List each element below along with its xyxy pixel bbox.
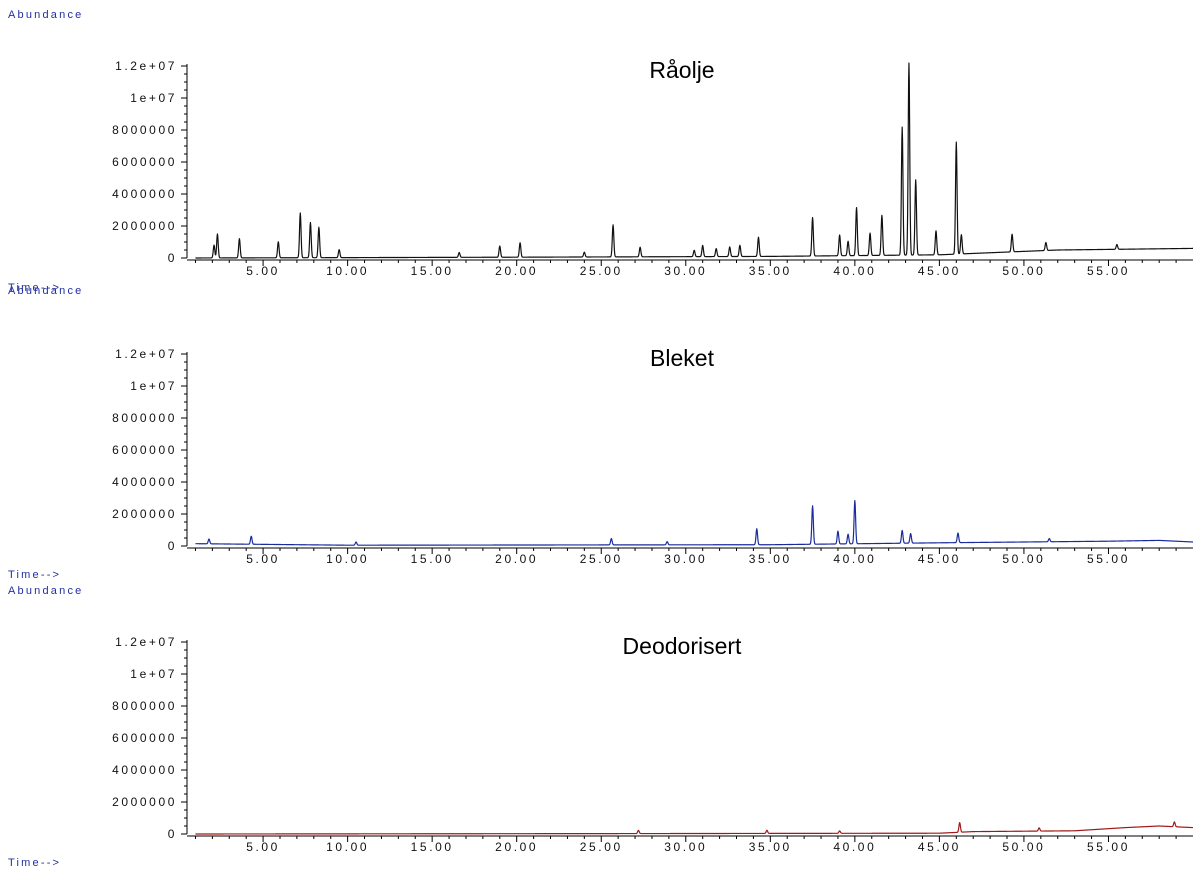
x-tick-label: 20.00: [495, 840, 538, 854]
x-tick-label: 30.00: [664, 552, 707, 566]
y-tick-label: 2000000: [112, 507, 177, 521]
y-tick-label: 1.2e+07: [115, 59, 177, 73]
y-tick-label: 8000000: [112, 699, 177, 713]
y-tick-label: 4000000: [112, 763, 177, 777]
x-tick-label: 50.00: [1002, 840, 1045, 854]
x-tick-label: 45.00: [918, 840, 961, 854]
chart-title: Deodorisert: [623, 633, 742, 659]
x-tick-label: 15.00: [411, 552, 454, 566]
series-trace: [195, 62, 1193, 259]
x-tick-label: 55.00: [1087, 840, 1130, 854]
x-tick-label: 25.00: [580, 264, 623, 278]
series-trace: [195, 499, 1193, 546]
y-tick-label: 6000000: [112, 731, 177, 745]
x-tick-label: 50.00: [1002, 552, 1045, 566]
x-tick-label: 20.00: [495, 552, 538, 566]
x-tick-label: 30.00: [664, 264, 707, 278]
x-tick-label: 45.00: [918, 552, 961, 566]
chart-panel-3: Abundance 0 2000000 4000000 6000000 8000000 1e…: [8, 585, 1193, 869]
x-tick-label: 25.00: [580, 552, 623, 566]
x-tick-label: 5.00: [246, 264, 280, 278]
y-tick-label: 1e+07: [130, 91, 177, 105]
y-tick-label: 1.2e+07: [115, 347, 177, 361]
chart-title: Bleket: [650, 345, 715, 371]
y-tick-label: 6000000: [112, 155, 177, 169]
x-tick-label: 40.00: [833, 264, 876, 278]
x-tick-label: 15.00: [411, 840, 454, 854]
x-tick-label: 15.00: [411, 264, 454, 278]
x-tick-label: 55.00: [1087, 264, 1130, 278]
y-tick-label: 8000000: [112, 411, 177, 425]
x-tick-label: 35.00: [749, 840, 792, 854]
x-tick-label: 10.00: [326, 264, 369, 278]
y-axis-label: Abundance: [8, 285, 83, 297]
x-tick-label: 50.00: [1002, 264, 1045, 278]
x-tick-label: 10.00: [326, 552, 369, 566]
y-tick-label: 4000000: [112, 187, 177, 201]
x-tick-label: 20.00: [495, 264, 538, 278]
x-axis-label: Time-->: [8, 282, 61, 294]
y-tick-label: 0: [168, 827, 177, 841]
chart-panel-2: Abundance 0 2000000 4000000 6000000 8000000 1e…: [8, 285, 1193, 581]
x-tick-label: 25.00: [580, 840, 623, 854]
x-tick-label: 55.00: [1087, 552, 1130, 566]
x-tick-label: 10.00: [326, 840, 369, 854]
x-tick-label: 45.00: [918, 264, 961, 278]
y-tick-label: 6000000: [112, 443, 177, 457]
y-tick-label: 0: [168, 251, 177, 265]
y-tick-label: 2000000: [112, 219, 177, 233]
x-axis-label: Time-->: [8, 857, 61, 869]
y-tick-label: 4000000: [112, 475, 177, 489]
y-axis-label: Abundance: [8, 585, 83, 597]
x-tick-label: 40.00: [833, 840, 876, 854]
chart-panel-1: Abundance 0 2000000 4000000 6000000 8000000 1e…: [8, 9, 1193, 294]
y-tick-label: 2000000: [112, 795, 177, 809]
x-tick-label: 35.00: [749, 552, 792, 566]
y-tick-label: 1e+07: [130, 667, 177, 681]
series-trace: [195, 821, 1193, 835]
x-tick-label: 35.00: [749, 264, 792, 278]
y-tick-label: 0: [168, 539, 177, 553]
chart-title: Råolje: [649, 57, 714, 83]
y-tick-label: 1e+07: [130, 379, 177, 393]
y-tick-label: 1.2e+07: [115, 635, 177, 649]
x-axis-label: Time-->: [8, 569, 61, 581]
x-tick-label: 40.00: [833, 552, 876, 566]
x-tick-label: 5.00: [246, 840, 280, 854]
y-axis-label: Abundance: [8, 9, 83, 21]
x-tick-label: 5.00: [246, 552, 280, 566]
y-tick-label: 8000000: [112, 123, 177, 137]
x-tick-label: 30.00: [664, 840, 707, 854]
